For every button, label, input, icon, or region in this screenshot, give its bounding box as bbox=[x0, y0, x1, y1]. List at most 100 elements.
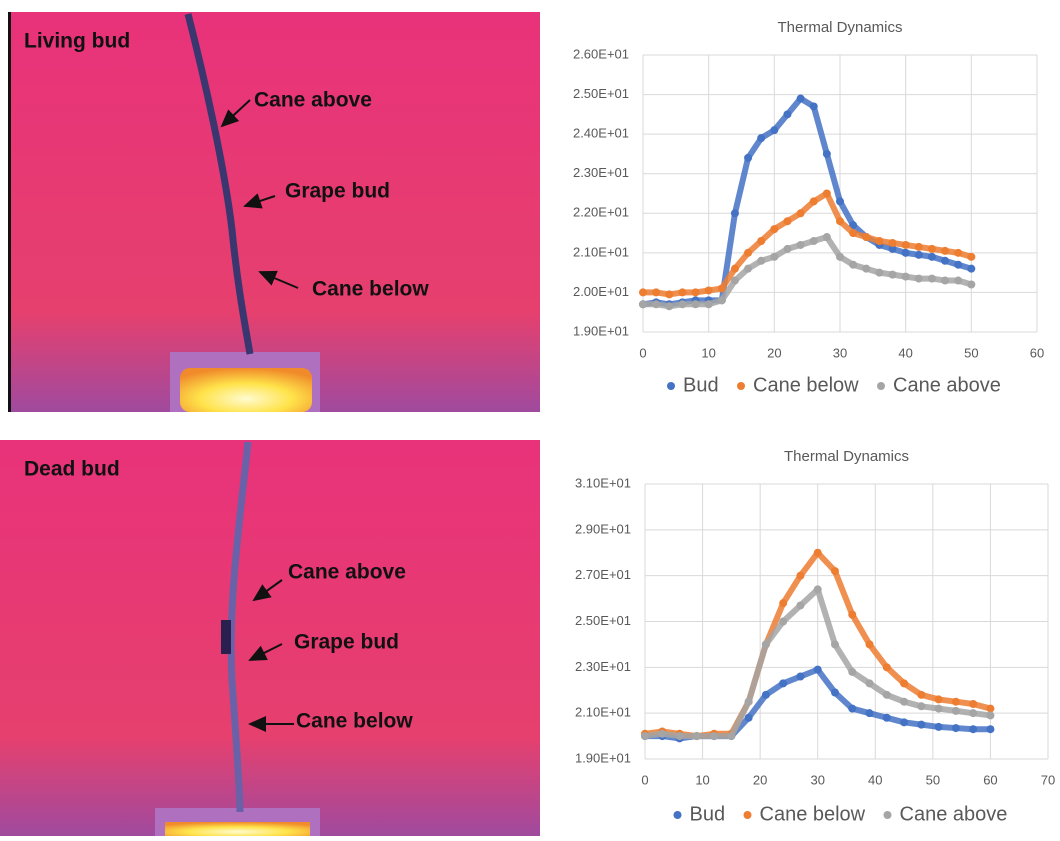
data-point bbox=[967, 252, 976, 261]
x-tick-label: 10 bbox=[695, 772, 709, 787]
chart-title: Thermal Dynamics bbox=[784, 448, 909, 465]
y-tick-label: 2.30E+01 bbox=[573, 165, 629, 180]
data-point bbox=[941, 246, 950, 255]
x-tick-label: 20 bbox=[767, 345, 781, 360]
x-tick-label: 60 bbox=[983, 772, 997, 787]
y-tick-label: 3.10E+01 bbox=[575, 475, 631, 490]
data-point bbox=[691, 300, 700, 309]
data-point bbox=[836, 252, 844, 261]
data-point bbox=[914, 242, 923, 251]
legend-marker bbox=[743, 811, 752, 819]
data-point bbox=[849, 221, 858, 230]
data-point bbox=[849, 229, 858, 238]
data-point bbox=[986, 725, 995, 734]
legend-marker bbox=[877, 382, 885, 390]
legend-label: Cane below bbox=[753, 374, 859, 396]
data-point bbox=[658, 729, 667, 738]
data-point bbox=[730, 209, 739, 218]
data-point bbox=[639, 288, 647, 297]
data-point bbox=[927, 252, 936, 261]
data-point bbox=[757, 134, 766, 143]
data-point bbox=[901, 240, 910, 249]
image-label: Grape bud bbox=[294, 631, 399, 654]
thermal-image: Living bud Cane above Grape bud Cane bel… bbox=[8, 12, 540, 412]
data-point bbox=[951, 724, 960, 733]
data-point bbox=[757, 236, 766, 245]
data-point bbox=[704, 286, 713, 295]
data-point bbox=[848, 667, 857, 676]
data-point bbox=[865, 640, 874, 649]
data-point bbox=[986, 704, 995, 713]
data-point bbox=[836, 217, 844, 226]
data-point bbox=[951, 706, 960, 715]
data-point bbox=[882, 663, 891, 672]
data-point bbox=[954, 248, 963, 257]
data-point bbox=[744, 248, 753, 257]
y-tick-label: 2.60E+01 bbox=[573, 46, 629, 61]
data-point bbox=[730, 276, 739, 285]
data-point bbox=[809, 102, 818, 111]
data-point bbox=[744, 153, 753, 162]
data-point bbox=[849, 260, 858, 269]
y-tick-label: 2.00E+01 bbox=[573, 284, 629, 299]
data-point bbox=[862, 264, 871, 273]
data-point bbox=[830, 688, 839, 697]
data-point bbox=[665, 290, 674, 299]
data-point bbox=[727, 732, 736, 741]
data-point bbox=[796, 94, 805, 103]
data-point bbox=[888, 244, 897, 253]
data-point bbox=[770, 126, 779, 135]
data-point bbox=[862, 233, 871, 242]
data-point bbox=[900, 718, 909, 727]
data-point bbox=[888, 270, 897, 279]
image-label: Cane above bbox=[254, 89, 372, 112]
legend-label: Cane above bbox=[893, 374, 1001, 396]
data-point bbox=[882, 690, 891, 699]
data-point bbox=[717, 284, 726, 293]
x-tick-label: 50 bbox=[964, 345, 978, 360]
legend-label: Bud bbox=[683, 374, 719, 396]
data-point bbox=[951, 697, 960, 706]
data-point bbox=[757, 256, 766, 265]
data-point bbox=[783, 110, 792, 119]
series-line bbox=[642, 95, 973, 308]
legend-label: Cane below bbox=[760, 803, 866, 825]
y-tick-label: 2.90E+01 bbox=[575, 521, 631, 536]
data-point bbox=[809, 197, 818, 206]
thermal-image: Dead bud Cane above Grape bud Cane below bbox=[0, 440, 540, 836]
data-point bbox=[822, 149, 831, 158]
x-tick-label: 10 bbox=[701, 345, 715, 360]
image-label: Cane below bbox=[312, 278, 429, 301]
data-point bbox=[986, 711, 995, 720]
data-point bbox=[761, 640, 770, 649]
data-point bbox=[914, 250, 923, 259]
data-point bbox=[934, 695, 943, 704]
data-point bbox=[744, 713, 753, 722]
charts: Thermal Dynamics 1.90E+01 2.00E+01 2.10E+01… bbox=[573, 19, 1055, 825]
data-point bbox=[652, 300, 661, 309]
image-label: Cane below bbox=[296, 710, 413, 733]
data-point bbox=[761, 690, 770, 699]
data-point bbox=[779, 679, 788, 688]
legend-marker bbox=[883, 811, 892, 819]
data-point bbox=[796, 601, 805, 610]
data-point bbox=[813, 585, 822, 594]
data-point bbox=[796, 240, 805, 249]
data-point bbox=[954, 276, 963, 285]
x-tick-label: 60 bbox=[1030, 345, 1044, 360]
y-tick-label: 2.10E+01 bbox=[575, 705, 631, 720]
data-point bbox=[934, 704, 943, 713]
data-point bbox=[865, 709, 874, 718]
data-point bbox=[901, 248, 910, 257]
data-point bbox=[875, 268, 884, 277]
data-point bbox=[691, 288, 700, 297]
x-tick-label: 0 bbox=[639, 345, 646, 360]
data-point bbox=[704, 300, 713, 309]
data-point bbox=[941, 276, 950, 285]
y-tick-label: 2.20E+01 bbox=[573, 205, 629, 220]
data-point bbox=[744, 264, 753, 273]
data-point bbox=[678, 288, 687, 297]
x-tick-label: 30 bbox=[810, 772, 824, 787]
data-point bbox=[796, 571, 805, 580]
data-point bbox=[665, 302, 674, 311]
